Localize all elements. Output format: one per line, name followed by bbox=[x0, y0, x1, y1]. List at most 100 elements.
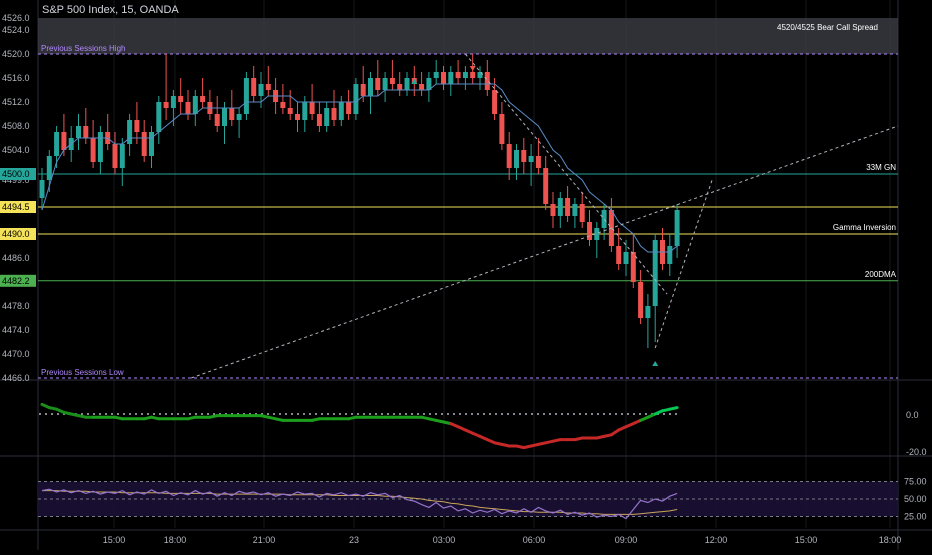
x-tick-label: 12:00 bbox=[705, 535, 728, 545]
x-tick-label: 18:00 bbox=[879, 535, 902, 545]
trendlines bbox=[191, 53, 899, 379]
zero-dot bbox=[471, 413, 473, 415]
zero-dot bbox=[123, 413, 125, 415]
zero-dot bbox=[525, 413, 527, 415]
zero-dot bbox=[153, 413, 155, 415]
zero-dot bbox=[333, 413, 335, 415]
zero-dot bbox=[513, 413, 515, 415]
zero-dot bbox=[543, 413, 545, 415]
zero-dot bbox=[321, 413, 323, 415]
candle-body bbox=[214, 114, 220, 126]
candle-body bbox=[112, 144, 118, 168]
zero-dot bbox=[357, 413, 359, 415]
zero-dot bbox=[585, 413, 587, 415]
zero-dot bbox=[393, 413, 395, 415]
price-tag bbox=[0, 228, 36, 240]
candle-body bbox=[601, 210, 607, 228]
candle-body bbox=[484, 72, 490, 90]
price-tag bbox=[0, 201, 36, 213]
candle-body bbox=[397, 84, 403, 90]
price-tag-label: 4482.2 bbox=[2, 276, 30, 286]
osc-segment bbox=[668, 406, 679, 411]
candle-body bbox=[39, 180, 45, 198]
candle-body bbox=[61, 132, 67, 150]
candle-body bbox=[667, 246, 673, 264]
zero-dot bbox=[477, 413, 479, 415]
candle-body bbox=[630, 252, 636, 282]
zero-dot bbox=[591, 413, 593, 415]
candle-body bbox=[433, 72, 439, 78]
zero-dot bbox=[189, 413, 191, 415]
zero-dot bbox=[453, 413, 455, 415]
x-tick-label: 21:00 bbox=[253, 535, 276, 545]
x-tick-label: 09:00 bbox=[615, 535, 638, 545]
candle-body bbox=[76, 126, 81, 138]
candle-body bbox=[295, 114, 300, 120]
x-tick-label: 18:00 bbox=[164, 535, 187, 545]
ema-line bbox=[41, 83, 678, 253]
zero-dot bbox=[663, 413, 665, 415]
zero-dot bbox=[363, 413, 365, 415]
zero-dot bbox=[105, 413, 107, 415]
zero-dot bbox=[81, 413, 83, 415]
x-tick-label: 15:00 bbox=[103, 535, 126, 545]
candle-body bbox=[543, 168, 549, 204]
zero-dot bbox=[567, 413, 569, 415]
zero-dot bbox=[531, 413, 533, 415]
candle-body bbox=[528, 156, 534, 162]
candle-body bbox=[368, 78, 373, 96]
zero-line-dots bbox=[39, 413, 677, 415]
candle-body bbox=[287, 108, 293, 114]
zero-dot bbox=[159, 413, 161, 415]
zero-dot bbox=[645, 413, 647, 415]
candle-body bbox=[222, 108, 227, 126]
zero-dot bbox=[147, 413, 149, 415]
y-tick-label: 4516.0 bbox=[2, 73, 30, 83]
y-tick-label: 4478.0 bbox=[2, 301, 30, 311]
zero-dot bbox=[129, 413, 131, 415]
candle-body bbox=[506, 144, 512, 168]
zero-dot bbox=[327, 413, 329, 415]
candle-body bbox=[404, 78, 410, 90]
candle-body bbox=[200, 96, 206, 102]
y-tick-label: 4526.0 bbox=[2, 13, 30, 23]
y-tick-label: 4512.0 bbox=[2, 97, 30, 107]
candle-body bbox=[83, 126, 89, 138]
zero-dot bbox=[351, 413, 353, 415]
zero-dot bbox=[465, 413, 467, 415]
x-tick-label: 23 bbox=[349, 535, 359, 545]
candle-body bbox=[316, 114, 322, 126]
zero-dot bbox=[207, 413, 209, 415]
zero-dot bbox=[279, 413, 281, 415]
candle-body bbox=[579, 204, 585, 222]
candle-body bbox=[638, 282, 644, 318]
candle-body bbox=[623, 252, 629, 264]
candle-body bbox=[265, 84, 271, 90]
candle-body bbox=[514, 150, 519, 168]
candle-body bbox=[477, 72, 483, 78]
candle-body bbox=[360, 84, 366, 96]
zero-dot bbox=[441, 413, 443, 415]
candle-body bbox=[338, 102, 344, 120]
price-tag bbox=[0, 168, 36, 180]
candle-body bbox=[455, 72, 461, 78]
candle-body bbox=[426, 78, 432, 90]
candle-body bbox=[557, 198, 563, 216]
candle-body bbox=[251, 78, 257, 96]
zero-dot bbox=[213, 413, 215, 415]
level-label: Gamma Inversion bbox=[833, 223, 896, 232]
candle-body bbox=[229, 108, 235, 120]
price-tag-label: 4494.5 bbox=[2, 202, 30, 212]
zero-dot bbox=[93, 413, 95, 415]
price-tag-label: 4500.0 bbox=[2, 169, 30, 179]
zero-dot bbox=[285, 413, 287, 415]
zero-dot bbox=[165, 413, 167, 415]
buy-marker bbox=[652, 361, 659, 366]
trendline-falling bbox=[465, 53, 668, 295]
zero-dot bbox=[39, 413, 41, 415]
candle-body bbox=[149, 132, 154, 156]
candle-body bbox=[375, 78, 381, 90]
zero-dot bbox=[573, 413, 575, 415]
level-label: Previous Sessions Low bbox=[41, 368, 124, 377]
